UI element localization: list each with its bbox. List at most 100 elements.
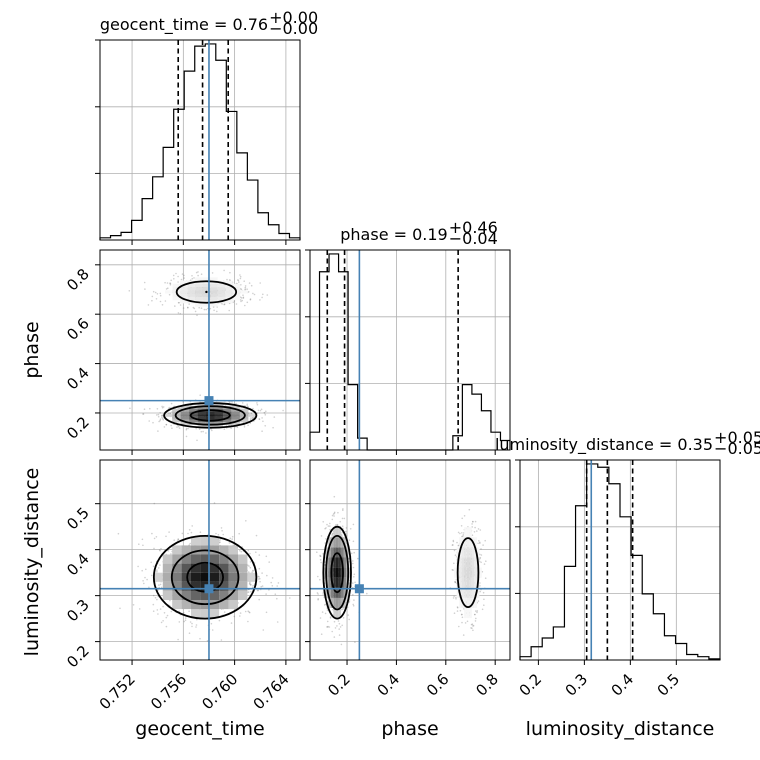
scatter-point — [178, 621, 181, 623]
scatter-point — [229, 271, 231, 274]
scatter-point — [479, 541, 481, 544]
density-cell — [335, 537, 339, 548]
density-cell — [219, 554, 229, 564]
density-cell — [469, 587, 472, 598]
scatter-point — [178, 427, 181, 429]
scatter-point — [479, 582, 481, 584]
panel-frame-geocent_time-luminosity_distance — [99, 459, 301, 661]
scatter-point — [196, 618, 198, 621]
density-cell — [181, 590, 191, 600]
density-cell — [343, 537, 346, 548]
scatter-point — [276, 597, 278, 600]
density-cell — [172, 287, 181, 291]
scatter-point — [257, 575, 260, 578]
scatter-point — [223, 428, 226, 431]
scatter-point — [239, 299, 242, 301]
x-axis-label-phase: phase — [381, 718, 438, 740]
density-cell — [333, 577, 336, 588]
scatter-point — [329, 522, 331, 525]
scatter-point — [152, 610, 155, 612]
density-cell — [343, 577, 346, 588]
scatter-point — [337, 511, 339, 514]
scatter-point — [276, 621, 279, 623]
scatter-point — [334, 627, 337, 629]
contour-level-0 — [456, 537, 480, 609]
density-cell — [330, 547, 334, 558]
truth-marker — [204, 584, 214, 594]
scatter-point — [252, 569, 254, 572]
density-cell — [238, 581, 248, 591]
density-cell — [210, 296, 218, 301]
density-cell — [210, 287, 218, 291]
scatter-point — [461, 613, 463, 616]
scatter-point — [319, 555, 322, 557]
scatter-point — [159, 418, 162, 421]
scatter-point — [220, 639, 223, 641]
density-cell — [333, 547, 336, 558]
scatter-point — [462, 534, 465, 536]
density-cell — [239, 419, 249, 423]
contour-level-0 — [189, 409, 231, 422]
scatter-point — [249, 298, 252, 301]
scatter-point — [213, 502, 216, 504]
scatter-point — [477, 542, 479, 545]
scatter-point — [196, 314, 198, 317]
scatter-point — [157, 567, 160, 569]
density-cell — [247, 572, 257, 582]
density-cell — [464, 547, 467, 558]
scatter-point — [251, 417, 254, 420]
scatter-point — [271, 585, 274, 587]
scatter-point — [230, 427, 232, 430]
density-cell — [180, 414, 190, 417]
scatter-point — [249, 566, 252, 569]
scatter-point — [238, 532, 240, 535]
scatter-point — [258, 567, 261, 570]
scatter-point — [248, 565, 250, 567]
scatter-point — [273, 416, 276, 418]
scatter-point — [461, 517, 464, 520]
scatter-point — [179, 304, 182, 306]
density-cell — [180, 290, 188, 294]
scatter-point — [256, 412, 259, 415]
scatter-point — [238, 281, 240, 283]
panel-frame-luminosity_distance — [519, 459, 721, 661]
scatter-point — [265, 611, 268, 614]
density-cell — [217, 293, 226, 297]
scatter-point — [157, 430, 159, 432]
scatter-point — [253, 293, 256, 296]
scatter-point — [353, 576, 355, 578]
panel-frame-phase-luminosity_distance — [309, 459, 511, 661]
density-cell — [217, 290, 226, 294]
scatter-point — [452, 539, 455, 542]
density-cell — [248, 414, 257, 417]
scatter-point — [184, 617, 187, 619]
density-cell — [325, 567, 329, 578]
frame-layer — [95, 39, 721, 665]
scatter-point — [161, 414, 163, 417]
density-cell — [162, 572, 173, 582]
scatter-point — [187, 306, 189, 309]
density-cell — [210, 303, 218, 307]
scatter-point — [137, 565, 139, 568]
x-tick-label-luminosity_distance: 0.5 — [654, 670, 684, 700]
density-cell — [191, 609, 201, 619]
scatter-point — [483, 604, 485, 606]
scatter-point — [260, 408, 263, 411]
density-cell — [202, 277, 211, 281]
scatter-point — [167, 412, 170, 415]
scatter-point — [453, 549, 456, 552]
density-cell — [461, 567, 465, 578]
scatter-point — [338, 628, 341, 630]
density-cell — [333, 567, 336, 578]
scatter-point — [157, 613, 159, 615]
density-cell — [231, 422, 240, 425]
scatter-point — [457, 531, 460, 534]
scatter-point — [244, 610, 247, 613]
scatter-point — [185, 428, 188, 431]
density-cell — [172, 293, 181, 297]
scatter-point — [333, 620, 336, 623]
scatter-point — [223, 269, 225, 272]
density-cell — [162, 590, 173, 600]
scatter-point — [240, 300, 242, 303]
x-tick-label-phase: 0.4 — [374, 670, 404, 700]
